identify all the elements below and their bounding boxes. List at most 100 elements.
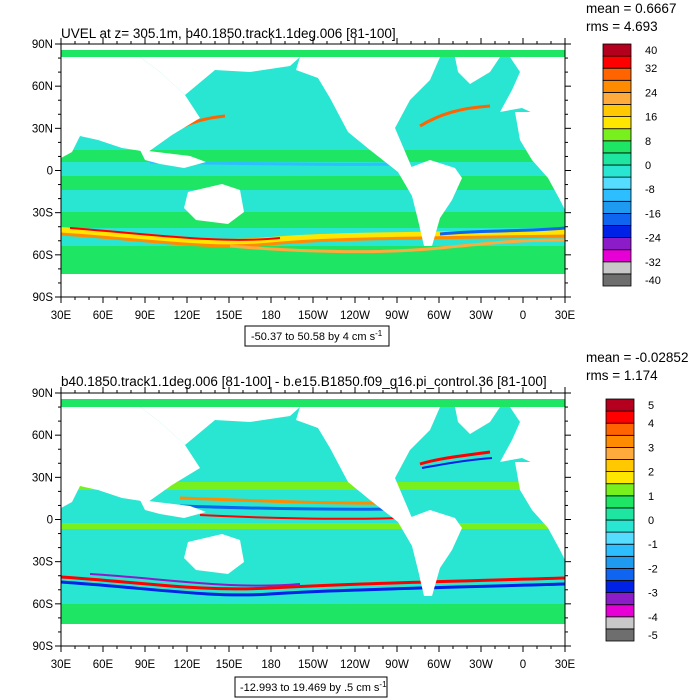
colorbar-label: -2 [648, 563, 658, 575]
colorbar-box [605, 410, 635, 424]
colorbar-box [602, 116, 632, 130]
colorbar: 5 4 3 2 1 0 -1 -2 -3 -4 -5 [605, 398, 658, 642]
colorbar-label: 2 [648, 467, 654, 479]
colorbar-label: 40 [645, 45, 657, 57]
x-tick-label: 30E [555, 659, 576, 671]
x-tick-label: 30E [51, 310, 72, 322]
colorbar-box [602, 67, 632, 81]
colorbar-box [605, 471, 635, 485]
colorbar-box [602, 92, 632, 105]
colorbar-label: 0 [648, 515, 654, 527]
colorbar-box [602, 128, 632, 142]
panel-top: UVEL at z= 305.1m, b40.1850.track1.1deg.… [32, 1, 676, 347]
panel-title: b40.1850.track1.1deg.006 [81-100] - b.e1… [61, 374, 547, 389]
colorbar-box [602, 176, 632, 190]
land-eurasia-africa-west [61, 407, 200, 508]
acc-jet-secondary [229, 238, 565, 254]
colorbar-box [602, 212, 632, 226]
colorbar-box [605, 398, 635, 412]
x-tick-label: 90E [135, 310, 156, 322]
x-tick-label: 90E [135, 659, 156, 671]
colorbar-label: -8 [645, 184, 655, 196]
colorbar-box [605, 483, 635, 497]
colorbar-box [605, 543, 635, 557]
colorbar-box [602, 152, 632, 166]
colorbar-box [605, 592, 635, 606]
y-tick-label: 0 [47, 515, 53, 527]
colorbar-label: 8 [645, 136, 651, 148]
x-tick-label: 150W [298, 659, 328, 671]
land-south-america [398, 510, 462, 596]
x-tick-label: 30E [555, 310, 576, 322]
land-masses [61, 44, 565, 297]
field-band [61, 482, 565, 490]
colorbar-label: 0 [645, 160, 651, 172]
x-tick-label: 30W [469, 310, 493, 322]
colorbar-label: 24 [645, 87, 657, 99]
stat-mean: mean = -0.02852 [586, 350, 688, 365]
land-greenland [455, 407, 500, 434]
colorbar-box [605, 459, 635, 473]
equatorial-orange [179, 496, 401, 505]
field-layer [61, 393, 565, 646]
y-tick-label: 60N [32, 430, 53, 442]
land-siberia [140, 57, 300, 95]
colorbar-box [605, 616, 635, 630]
caption-border [244, 325, 390, 347]
x-tick-label: 150W [298, 310, 328, 322]
land-north-america [296, 407, 440, 522]
equatorial-red [199, 514, 401, 520]
land-arctic-fringe [61, 393, 565, 399]
range-caption: -50.37 to 50.58 by 4 cm s-1 [251, 329, 383, 343]
y-tick-label: 60N [32, 81, 53, 93]
land-maritime-continent [140, 150, 206, 168]
gulf-stream-anomaly-blue [421, 457, 493, 469]
colorbar-boxes [605, 398, 635, 642]
y-tick-label: 30S [33, 557, 54, 569]
colorbar: 40 32 24 16 8 0 -8 -16 -24 -32 -40 [602, 43, 661, 287]
stat-rms: rms = 1.174 [586, 368, 658, 383]
land-australia [184, 184, 244, 224]
acc-anomaly-purple [89, 573, 301, 587]
acc-jet-red [69, 227, 281, 241]
field-band [61, 212, 565, 228]
x-tick-label: 30W [469, 659, 493, 671]
land-masses [61, 393, 565, 646]
colorbar-box [602, 249, 632, 263]
land-maritime-continent [140, 500, 206, 518]
y-tick-label: 0 [47, 166, 53, 178]
y-tick-label: 30N [32, 472, 53, 484]
x-tick-label: 60W [427, 659, 451, 671]
land-antarctica [61, 624, 565, 646]
colorbar-box [605, 434, 635, 448]
y-tick-label: 90N [32, 39, 53, 51]
x-tick-label: 0 [520, 310, 526, 322]
x-tick-label: 120W [340, 310, 370, 322]
field-band [61, 150, 565, 162]
field-band [61, 523, 565, 529]
land-africa [515, 112, 565, 210]
x-tick-label: 60W [427, 310, 451, 322]
colorbar-box [605, 604, 635, 618]
range-caption: -12.993 to 19.469 by .5 cm s-1 [240, 680, 387, 694]
panel-title: UVEL at z= 305.1m, b40.1850.track1.1deg.… [61, 26, 396, 41]
colorbar-label: -40 [645, 275, 661, 287]
caption-border [234, 676, 388, 698]
panel-bottom: b40.1850.track1.1deg.006 [81-100] - b.e1… [32, 350, 688, 698]
colorbar-box [605, 568, 635, 581]
land-eurasia-africa-west [61, 57, 200, 158]
x-tick-label: 120W [340, 659, 370, 671]
acc-jet-orange [61, 232, 565, 248]
colorbar-box [602, 261, 632, 275]
y-tick-label: 90S [33, 641, 54, 653]
x-tick-label: 0 [520, 659, 526, 671]
colorbar-label: 32 [645, 63, 657, 75]
colorbar-label: -32 [645, 257, 661, 269]
x-tick-label: 120E [174, 310, 201, 322]
colorbar-label: -24 [645, 233, 661, 245]
y-tick-label: 90S [33, 292, 54, 304]
field-band [61, 604, 565, 624]
colorbar-box [605, 495, 635, 509]
colorbar-label: -4 [648, 612, 658, 624]
